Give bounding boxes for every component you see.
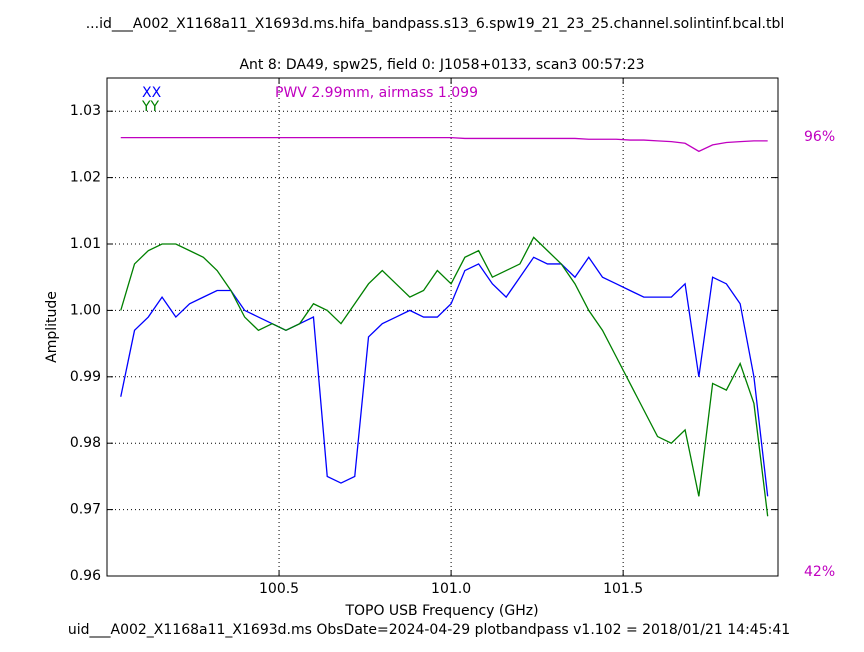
x-axis-label: TOPO USB Frequency (GHz) [344, 603, 538, 619]
legend-entry: XX [142, 85, 162, 101]
y-tick-label: 0.97 [70, 502, 101, 518]
series-line [120, 256, 769, 497]
y-tick-label: 1.00 [70, 302, 101, 318]
y-tick-label: 0.98 [70, 435, 101, 451]
y-tick-label: 1.03 [70, 103, 101, 119]
y-tick-label: 1.01 [70, 236, 101, 252]
chart-subtitle: Ant 8: DA49, spw25, field 0: J1058+0133,… [239, 57, 644, 73]
x-tick-label: 101.5 [603, 581, 643, 597]
series-line [120, 236, 769, 517]
y2-tick-label: 42% [804, 564, 835, 580]
footer: uid___A002_X1168a11_X1693d.ms ObsDate=20… [68, 622, 790, 638]
series-line [120, 136, 768, 153]
y-tick-label: 0.99 [70, 369, 101, 385]
chart-title: ...id___A002_X1168a11_X1693d.ms.hifa_ban… [86, 16, 785, 32]
y-axis-label: Amplitude [44, 291, 60, 363]
plot-frame [106, 77, 779, 577]
legend-entry: YY [141, 99, 160, 115]
y-tick-label: 0.96 [70, 568, 101, 584]
x-tick-label: 101.0 [431, 581, 471, 597]
annotation: PWV 2.99mm, airmass 1.099 [275, 85, 478, 101]
y-tick-label: 1.02 [70, 170, 101, 186]
y2-tick-label: 96% [804, 129, 835, 145]
x-tick-label: 100.5 [259, 581, 299, 597]
